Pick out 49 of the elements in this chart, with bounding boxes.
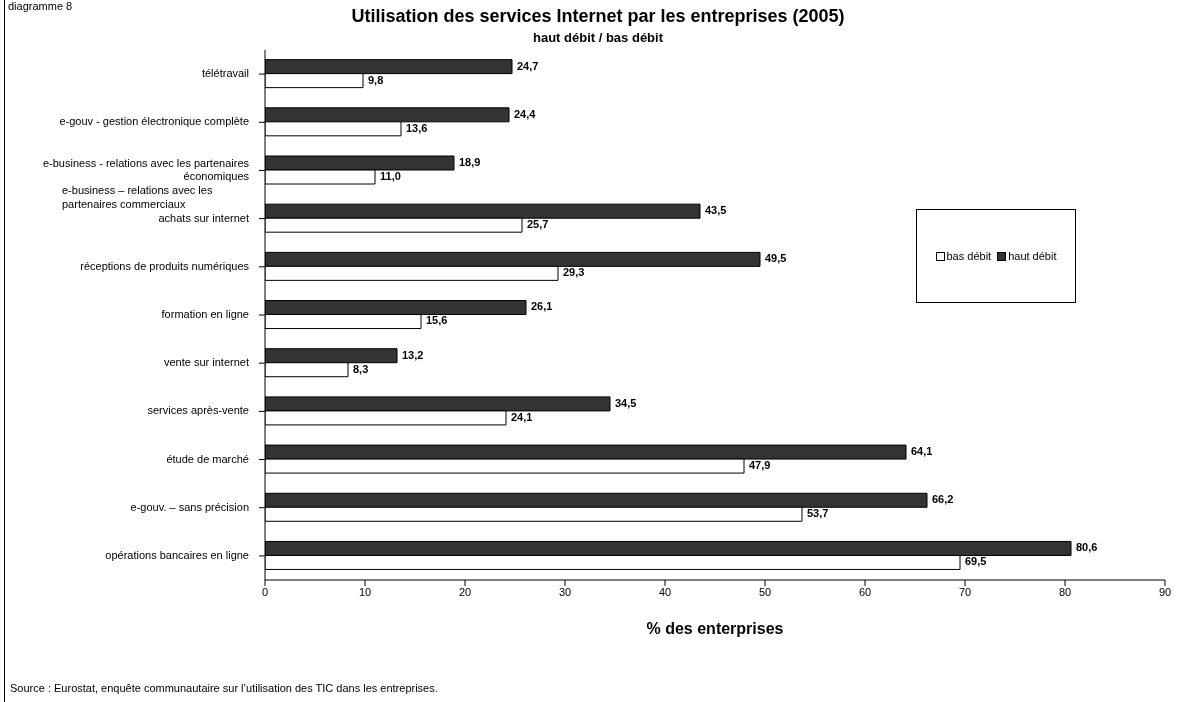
- data-label: 13,2: [402, 348, 424, 361]
- data-label: 15,6: [426, 314, 448, 327]
- y-tick-label: vente sur internet: [164, 356, 249, 369]
- source-note: Source : Eurostat, enquête communautaire sur l’utilisation des TIC dans les entreprises.: [10, 682, 438, 694]
- data-label: 24,1: [511, 410, 533, 423]
- y-tick-label: étude de marché: [166, 452, 249, 465]
- data-label: 26,1: [531, 300, 553, 313]
- chart-title: Utilisation des services Internet par les entreprises (2005): [351, 6, 845, 26]
- x-tick-label: 10: [358, 585, 372, 598]
- legend-label: haut débit: [1007, 250, 1057, 262]
- data-label: 13,6: [406, 121, 428, 134]
- data-label: 64,1: [911, 445, 933, 457]
- data-label: 66,2: [932, 493, 954, 506]
- x-tick-label: 80: [1058, 585, 1072, 598]
- data-label: 47,9: [749, 459, 771, 471]
- x-tick-label: 50: [758, 585, 772, 598]
- data-label: 80,6: [1076, 541, 1098, 554]
- x-axis-title: % des enterprises: [646, 620, 784, 637]
- x-tick-label: 40: [658, 585, 672, 598]
- x-tick-label: 60: [858, 585, 872, 598]
- data-label: 69,5: [965, 555, 987, 568]
- data-label: 34,5: [615, 396, 637, 409]
- y-tick-label: formation en ligne: [161, 307, 249, 320]
- y-tick-label: e-gouv. – sans précision: [130, 500, 249, 513]
- y-tick-label: opérations bancaires en ligne: [105, 548, 249, 561]
- data-label: 25,7: [527, 218, 549, 231]
- data-label: 11,0: [380, 169, 401, 182]
- text: diagramme 8: [8, 0, 73, 12]
- legend-label: bas débit: [945, 250, 992, 262]
- y-tick-label: télétravail: [201, 67, 249, 79]
- x-tick-label: 70: [958, 585, 972, 598]
- data-label: 53,7: [807, 507, 829, 520]
- data-label: 43,5: [705, 204, 727, 217]
- data-label: 29,3: [563, 266, 585, 279]
- data-label: 24,7: [517, 59, 539, 72]
- data-label: 49,5: [765, 252, 787, 265]
- y-tick-label: achats sur internet: [158, 211, 249, 224]
- chart-subtitle: haut débit / bas débit: [532, 30, 664, 45]
- x-tick-label: 90: [1158, 585, 1172, 598]
- x-tick-label: 20: [458, 585, 472, 598]
- x-tick-label: 0: [261, 585, 269, 598]
- x-tick-label: 30: [558, 585, 572, 598]
- data-label: 24,4: [514, 107, 537, 120]
- y-tick-label: services après-vente: [147, 404, 249, 417]
- data-label: 18,9: [459, 155, 481, 168]
- data-label: 9,8: [368, 73, 384, 86]
- data-label: 8,3: [353, 362, 369, 375]
- y-tick-label: e-gouv - gestion électronique complète: [59, 115, 249, 128]
- y-tick-label: réceptions de produits numériques: [80, 259, 250, 272]
